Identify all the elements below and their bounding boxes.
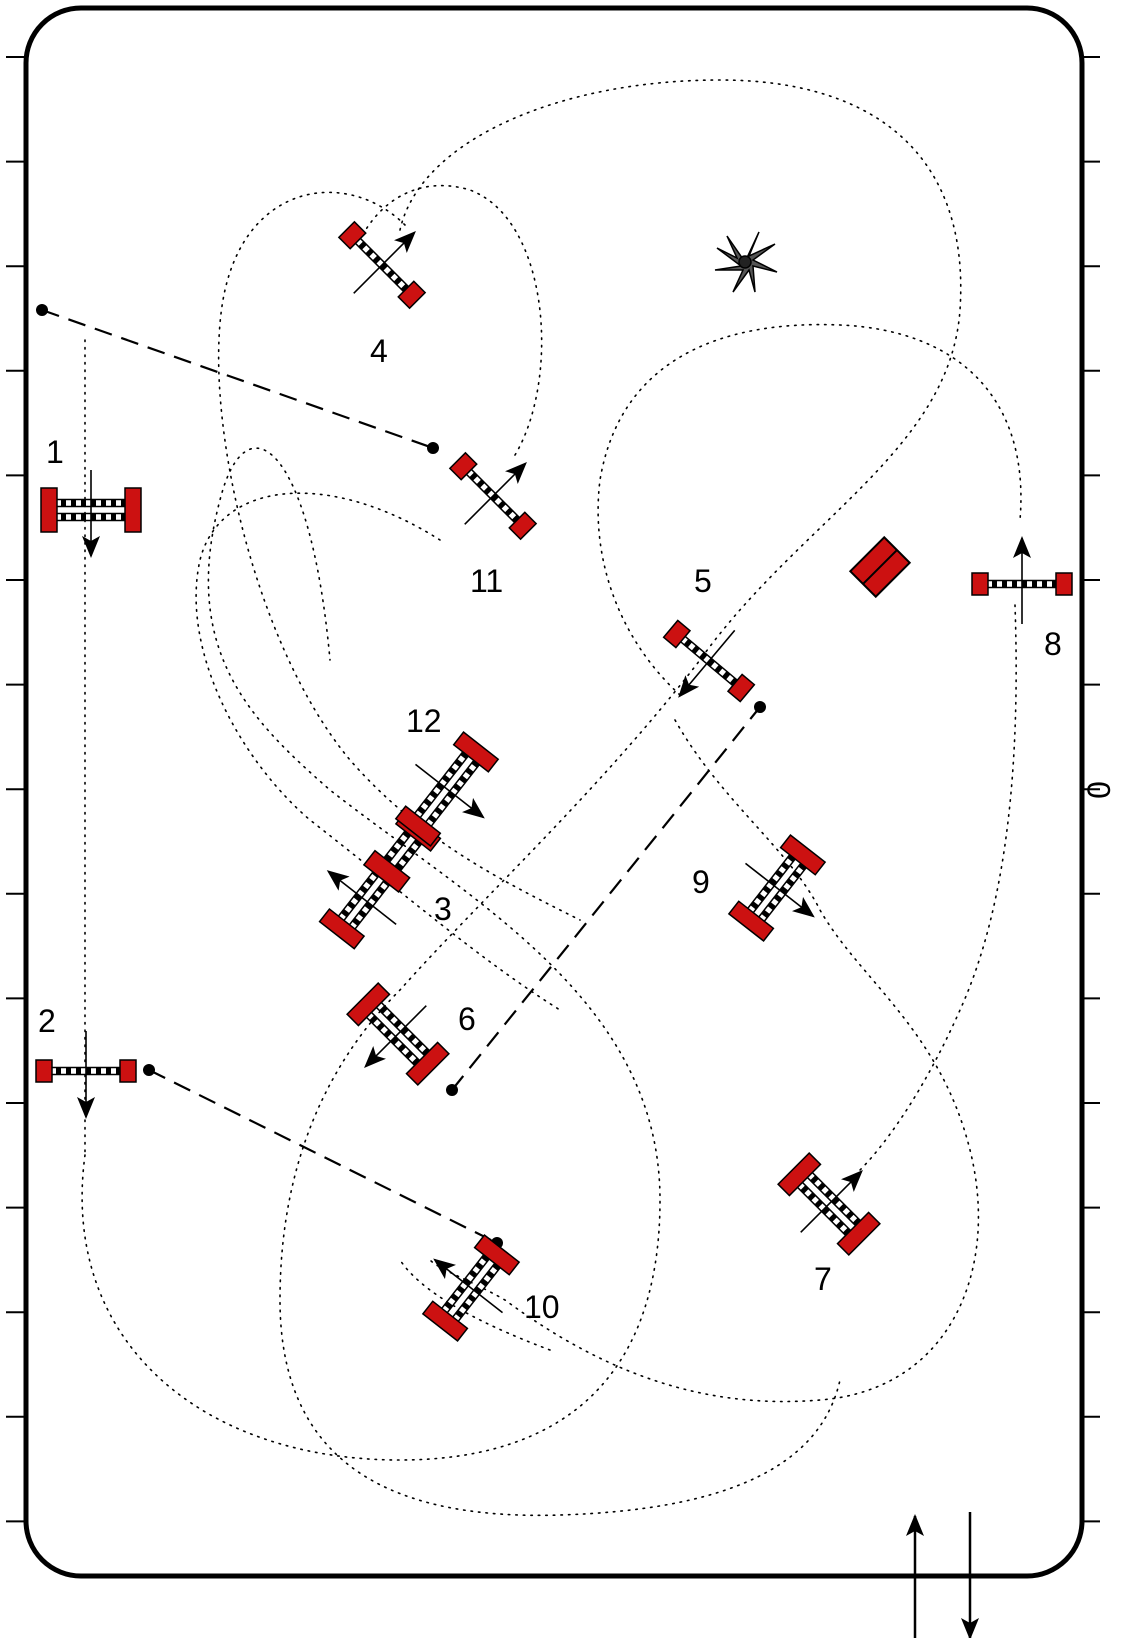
jump-standard — [346, 982, 391, 1027]
direction-arrow-icon — [414, 763, 485, 819]
jump-standard — [124, 487, 142, 533]
direction-arrow-icon — [464, 462, 527, 525]
direction-arrow-icon — [433, 1258, 504, 1314]
jump-label-12: 12 — [406, 703, 442, 739]
jump-label-10: 10 — [524, 1289, 560, 1325]
obstacle-box — [848, 535, 912, 599]
jump-standard — [35, 1059, 53, 1083]
dashed-guides — [41, 308, 761, 1244]
tree-icon — [714, 231, 778, 293]
direction-arrow-icon — [364, 1005, 427, 1068]
entrance-arrows — [906, 1512, 979, 1640]
jump-standard — [452, 731, 500, 773]
jump-8 — [971, 536, 1073, 624]
direction-arrow-icon — [678, 629, 736, 698]
side-marker-label: 0 — [1081, 781, 1117, 799]
jump-standard — [777, 1152, 822, 1197]
jump-standard — [405, 1041, 450, 1086]
jump-standard — [779, 834, 827, 876]
jump-label-5: 5 — [694, 563, 712, 599]
jump-11 — [448, 451, 538, 541]
arena-ticks — [6, 56, 1100, 1523]
jump-label-4: 4 — [370, 333, 388, 369]
jump-label-9: 9 — [692, 864, 710, 900]
direction-arrow-icon — [800, 1170, 863, 1233]
jump-label-8: 8 — [1044, 626, 1062, 662]
jump-standard — [971, 572, 989, 596]
jump-7 — [777, 1152, 881, 1256]
jump-labels: 1 2 3 4 5 6 7 8 9 10 11 12 — [38, 333, 1062, 1325]
jump-2 — [35, 1031, 137, 1119]
jump-5 — [662, 619, 756, 703]
jump-standard — [473, 1234, 521, 1276]
jump-12 — [394, 731, 500, 847]
jump-4 — [337, 220, 427, 310]
jump-standard — [448, 451, 478, 481]
jump-standard — [508, 511, 538, 541]
jump-label-1: 1 — [46, 434, 64, 470]
jump-6 — [346, 982, 450, 1086]
jump-standard — [337, 220, 367, 250]
jump-label-2: 2 — [38, 1003, 56, 1039]
jump-standard — [1055, 572, 1073, 596]
jump-standard — [394, 805, 442, 847]
jump-standard — [421, 1300, 469, 1342]
jump-standard — [397, 280, 427, 310]
arena-border — [23, 5, 1085, 1579]
jump-1 — [40, 470, 142, 558]
jump-standard — [40, 487, 58, 533]
jump-standard — [662, 619, 692, 649]
jump-standard — [119, 1059, 137, 1083]
direction-arrow-icon — [353, 231, 416, 294]
jump-10 — [421, 1234, 521, 1342]
jump-standard — [318, 907, 366, 950]
jump-standard — [727, 900, 775, 942]
direction-arrow-icon — [744, 862, 815, 918]
jump-label-7: 7 — [814, 1261, 832, 1297]
guide-endpoints — [36, 304, 766, 1249]
jump-standard — [726, 673, 756, 703]
direction-arrow-icon — [326, 870, 397, 925]
riding-track — [81, 79, 1022, 1517]
jump-9 — [727, 834, 827, 942]
jump-label-6: 6 — [458, 1001, 476, 1037]
jump-standard — [836, 1211, 881, 1256]
jump-label-11: 11 — [470, 563, 503, 599]
jump-label-3: 3 — [434, 891, 452, 927]
